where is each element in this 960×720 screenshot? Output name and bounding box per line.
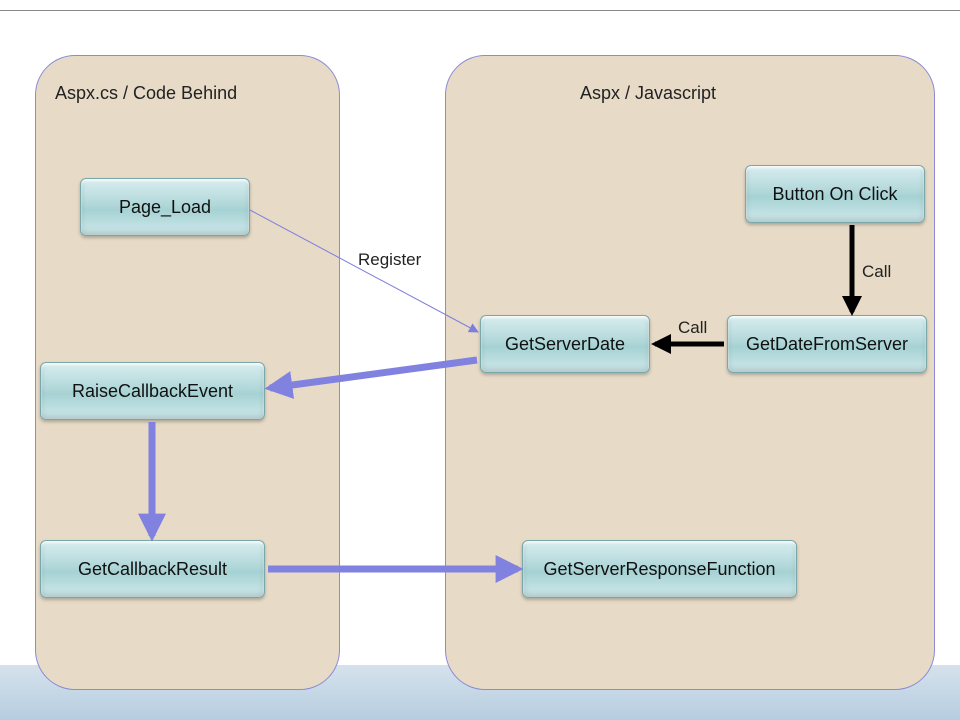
diagram-canvas: Aspx.cs / Code Behind Aspx / Javascript … xyxy=(0,0,960,720)
node-label: GetCallbackResult xyxy=(78,559,227,580)
node-get-server-date: GetServerDate xyxy=(480,315,650,373)
edge-label-call-2: Call xyxy=(678,318,707,338)
node-page-load: Page_Load xyxy=(80,178,250,236)
panel-codebehind-title: Aspx.cs / Code Behind xyxy=(55,83,237,104)
panel-javascript-title: Aspx / Javascript xyxy=(580,83,716,104)
node-raise-callback-event: RaiseCallbackEvent xyxy=(40,362,265,420)
edge-label-call-1: Call xyxy=(862,262,891,282)
node-get-server-response-function: GetServerResponseFunction xyxy=(522,540,797,598)
node-label: Page_Load xyxy=(119,197,211,218)
top-rule xyxy=(0,10,960,11)
node-get-callback-result: GetCallbackResult xyxy=(40,540,265,598)
node-get-date-from-server: GetDateFromServer xyxy=(727,315,927,373)
node-label: RaiseCallbackEvent xyxy=(72,381,233,402)
node-label: Button On Click xyxy=(772,184,897,205)
node-label: GetDateFromServer xyxy=(746,334,908,355)
node-button-on-click: Button On Click xyxy=(745,165,925,223)
edge-label-register: Register xyxy=(358,250,421,270)
node-label: GetServerDate xyxy=(505,334,625,355)
node-label: GetServerResponseFunction xyxy=(543,559,775,580)
